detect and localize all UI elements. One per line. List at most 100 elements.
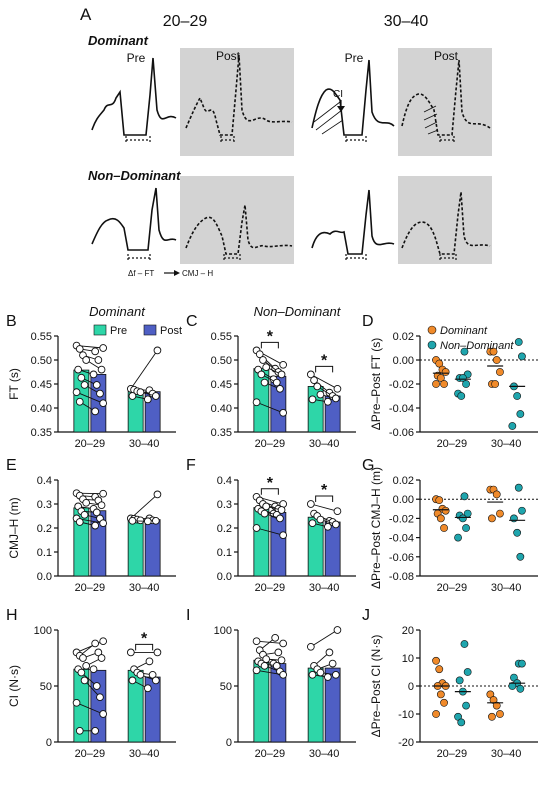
significance-bracket — [315, 495, 334, 502]
row-label-non-dominant: Non–Dominant — [88, 168, 181, 183]
panel-a-letter: A — [80, 5, 92, 24]
x-tick-label: 20–29 — [75, 582, 106, 594]
panel-letter-g: G — [362, 457, 374, 474]
dominant-point — [489, 347, 498, 356]
y-tick-label: 0 — [408, 681, 414, 693]
pair-line — [256, 401, 284, 414]
post-point — [97, 365, 106, 374]
x-tick-label: 20–29 — [255, 582, 286, 594]
pre-point — [308, 519, 317, 528]
legend-label-non-dominant: Non–Dominant — [440, 340, 514, 352]
legend-swatch-post — [143, 324, 157, 336]
pair-line — [130, 494, 158, 519]
pre-point — [262, 502, 271, 511]
x-tick-label: 20–29 — [255, 748, 286, 760]
significance-star: * — [267, 475, 274, 492]
bar-pre — [307, 667, 324, 743]
y-tick-label: -0.04 — [389, 403, 414, 415]
y-tick-label: 10 — [402, 653, 414, 665]
panel-h: H 0 50 100 20–29 30–40 CI (N·s) * — [6, 607, 176, 760]
waveform-nd-post-30-40 — [401, 191, 491, 255]
y-tick-label: -0.02 — [389, 513, 414, 525]
x-tick-label: 30–40 — [129, 748, 160, 760]
y-tick-label: 0.35 — [211, 427, 232, 439]
non-dominant-point — [462, 380, 470, 388]
waveform-nd-post-20-29 — [185, 204, 293, 255]
y-tick-label: 0.3 — [217, 499, 232, 511]
dominant-point — [435, 665, 444, 674]
panel-d: D -0.06 -0.04 -0.02 0.00 0.02 20–29 30–40 ΔPre–P… — [362, 313, 538, 450]
panel-title: Dominant — [89, 304, 146, 319]
post-point — [99, 489, 108, 498]
dominant-point — [492, 701, 501, 710]
significance-bracket — [315, 365, 334, 373]
post-point — [274, 648, 283, 657]
significance-star: * — [141, 630, 148, 647]
post-point — [271, 633, 280, 642]
non-dominant-point — [508, 682, 517, 690]
y-tick-label: 0.2 — [217, 523, 232, 535]
pre-point — [136, 670, 145, 679]
post-point — [333, 626, 342, 634]
post-point — [151, 392, 160, 400]
x-tick-label: 20–29 — [75, 748, 106, 760]
y-tick-label: -0.06 — [389, 427, 414, 439]
y-axis-label: CI (N·s) — [7, 665, 21, 707]
x-tick-label: 20–29 — [75, 438, 106, 450]
post-point — [99, 344, 108, 352]
waveform-dom-pre-30-40 — [311, 59, 395, 136]
dominant-point — [432, 710, 440, 718]
y-tick-label: 0.1 — [37, 547, 52, 559]
non-dominant-point — [513, 528, 522, 537]
legend-label-pre: Pre — [110, 325, 127, 337]
marker-nd-pre-30-40 — [345, 254, 367, 262]
pre-point — [80, 676, 89, 685]
waveform-nd-pre-20-29 — [91, 187, 177, 251]
pre-point — [316, 515, 325, 524]
y-tick-label: 0.4 — [217, 475, 232, 487]
waveform-nd-pre-30-40 — [311, 189, 395, 255]
pre-point — [75, 345, 84, 353]
pre-point — [308, 670, 317, 679]
group-header-30-40: 30–40 — [384, 13, 429, 30]
post-shade-nd-30-40 — [398, 176, 492, 264]
x-tick-label: 30–40 — [129, 438, 160, 450]
non-dominant-point — [454, 533, 462, 542]
pre-point — [72, 388, 81, 397]
legend-label-post: Post — [160, 325, 182, 337]
y-tick-label: 0.45 — [31, 379, 52, 391]
post-point — [151, 676, 160, 685]
bar-pre — [127, 518, 144, 577]
pre-point — [260, 661, 269, 670]
dominant-point — [488, 712, 496, 721]
dominant-point — [440, 524, 448, 532]
post-point — [153, 490, 162, 499]
significance-star: * — [267, 328, 274, 345]
post-point — [143, 684, 152, 693]
cmj-h-label: CMJ – H — [182, 269, 213, 278]
significance-bracket — [135, 643, 154, 651]
y-tick-label: -0.02 — [389, 379, 414, 391]
y-tick-label: 0 — [226, 737, 232, 749]
pre-point — [75, 518, 84, 526]
pre-point — [252, 398, 261, 407]
post-point — [277, 506, 286, 514]
post-label-30-40: Post — [434, 49, 459, 63]
post-point — [153, 648, 162, 657]
y-tick-label: 0.02 — [393, 475, 414, 487]
pre-point — [74, 365, 83, 374]
post-point — [279, 531, 288, 540]
marker-dom-pre-30-40 — [345, 136, 367, 144]
non-dominant-point — [508, 422, 517, 430]
pre-point — [306, 642, 315, 651]
post-point — [277, 370, 286, 379]
non-dominant-point — [455, 676, 464, 685]
post-point — [96, 693, 104, 702]
non-dominant-point — [457, 392, 466, 400]
pre-point — [259, 356, 267, 364]
non-dominant-point — [516, 684, 525, 693]
dominant-point — [496, 509, 504, 518]
post-point — [99, 399, 108, 408]
y-axis-label: CMJ–H (m) — [7, 497, 21, 558]
